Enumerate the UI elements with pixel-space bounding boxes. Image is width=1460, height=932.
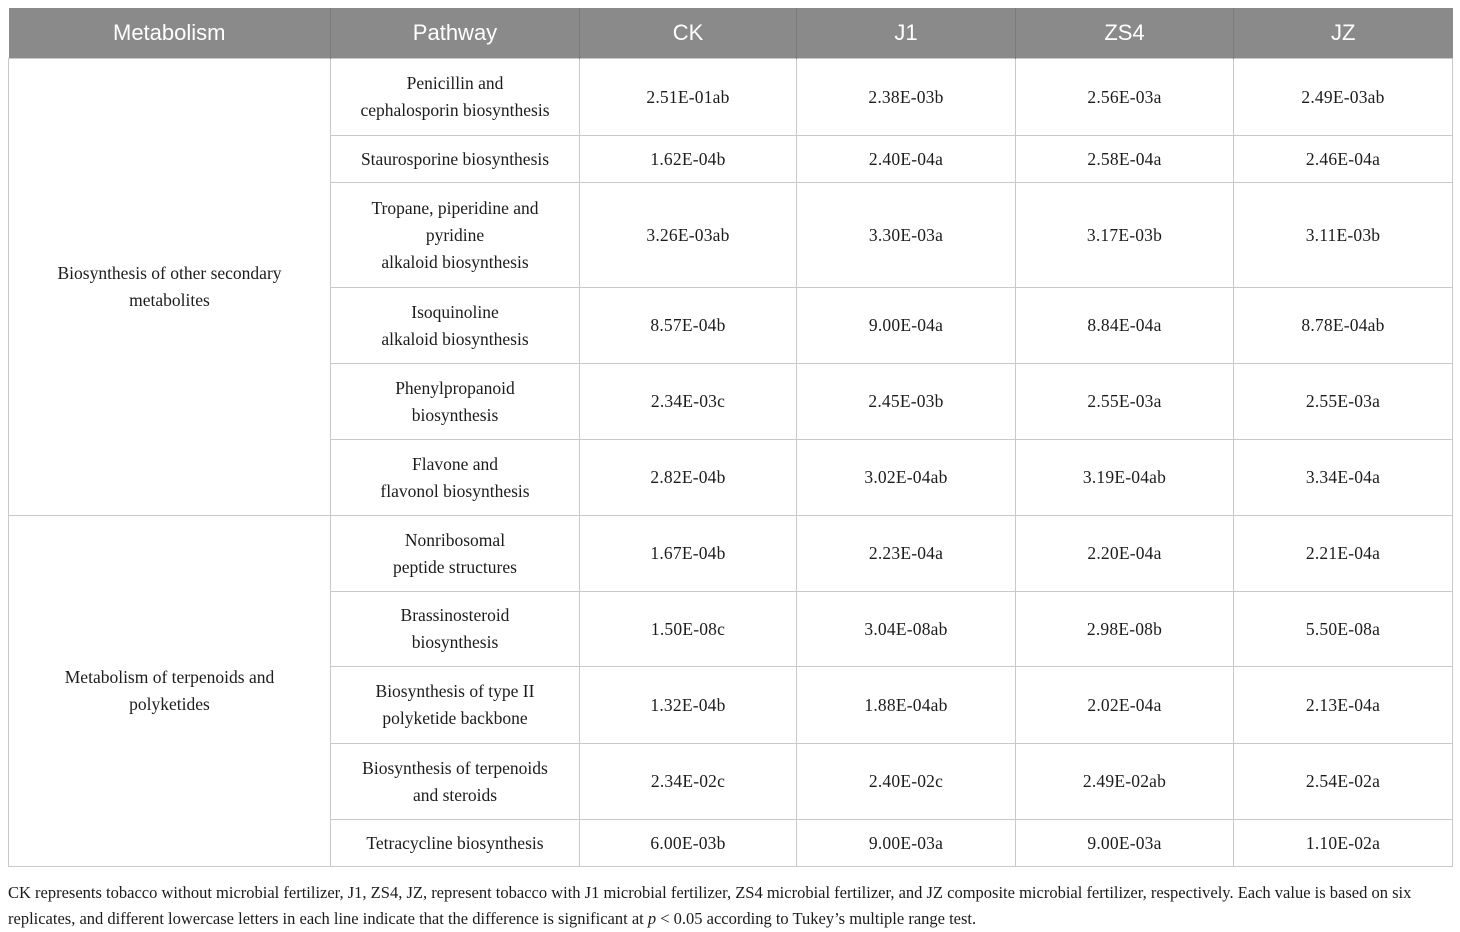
value-cell-j1: 2.40E-02c — [796, 743, 1016, 820]
value-cell-jz: 2.13E-04a — [1233, 666, 1453, 744]
value-cell-ck: 1.62E-04b — [579, 135, 797, 183]
value-cell-ck: 6.00E-03b — [579, 819, 797, 867]
table-row: Metabolism of terpenoids and polyketides… — [8, 515, 1453, 867]
value-cell-ck: 2.82E-04b — [579, 439, 797, 516]
table-row: Flavone and flavonol biosynthesis 2.82E-… — [9, 439, 1453, 516]
value-cell-zs4: 3.17E-03b — [1015, 182, 1234, 288]
value-cell-j1: 2.38E-03b — [796, 58, 1016, 136]
value-cell-ck: 1.32E-04b — [579, 666, 797, 744]
pathway-cell: Phenylpropanoid biosynthesis — [330, 363, 580, 440]
table-footnote: CK represents tobacco without microbial … — [8, 880, 1452, 932]
value-cell-j1: 9.00E-04a — [796, 287, 1016, 364]
value-cell-zs4: 2.56E-03a — [1015, 58, 1234, 136]
table-row: Isoquinoline alkaloid biosynthesis 8.57E… — [9, 287, 1453, 364]
table-row: Phenylpropanoid biosynthesis 2.34E-03c 2… — [9, 363, 1453, 440]
header-cell-j1: J1 — [796, 8, 1016, 59]
table-row: Tropane, piperidine and pyridine alkaloi… — [9, 182, 1453, 288]
pathway-cell: Biosynthesis of type II polyketide backb… — [330, 666, 580, 744]
value-cell-ck: 1.50E-08c — [579, 591, 797, 667]
header-cell-metabolism: Metabolism — [8, 8, 331, 59]
value-cell-j1: 1.88E-04ab — [796, 666, 1016, 744]
pathway-cell: Brassinosteroid biosynthesis — [330, 591, 580, 667]
value-cell-zs4: 2.20E-04a — [1015, 515, 1234, 592]
value-cell-j1: 2.40E-04a — [796, 135, 1016, 183]
value-cell-jz: 2.21E-04a — [1233, 515, 1453, 592]
metabolism-group-label: Metabolism of terpenoids and polyketides — [8, 515, 331, 867]
value-cell-zs4: 2.02E-04a — [1015, 666, 1234, 744]
header-row: Metabolism Pathway CK J1 ZS4 JZ — [8, 8, 1453, 59]
pathway-cell: Flavone and flavonol biosynthesis — [330, 439, 580, 516]
header-cell-ck: CK — [579, 8, 797, 59]
value-cell-ck: 2.34E-02c — [579, 743, 797, 820]
value-cell-j1: 2.23E-04a — [796, 515, 1016, 592]
metabolism-group-label: Biosynthesis of other secondary metaboli… — [8, 58, 331, 516]
header-cell-jz: JZ — [1233, 8, 1453, 59]
metabolism-pathway-table: Metabolism Pathway CK J1 ZS4 JZ Biosynth… — [8, 8, 1453, 867]
pathway-cell: Nonribosomal peptide structures — [330, 515, 580, 592]
pathway-cell: Penicillin and cephalosporin biosynthesi… — [330, 58, 580, 136]
pathway-cell: Tetracycline biosynthesis — [330, 819, 580, 867]
value-cell-zs4: 8.84E-04a — [1015, 287, 1234, 364]
value-cell-ck: 1.67E-04b — [579, 515, 797, 592]
value-cell-jz: 2.46E-04a — [1233, 135, 1453, 183]
value-cell-zs4: 3.19E-04ab — [1015, 439, 1234, 516]
footnote-text-part2: < 0.05 according to Tukey’s multiple ran… — [656, 909, 977, 928]
value-cell-ck: 8.57E-04b — [579, 287, 797, 364]
table-row: Biosynthesis of type II polyketide backb… — [9, 666, 1453, 744]
value-cell-jz: 3.34E-04a — [1233, 439, 1453, 516]
value-cell-ck: 2.34E-03c — [579, 363, 797, 440]
value-cell-jz: 5.50E-08a — [1233, 591, 1453, 667]
table-header: Metabolism Pathway CK J1 ZS4 JZ — [8, 8, 1453, 59]
value-cell-zs4: 2.55E-03a — [1015, 363, 1234, 440]
value-cell-zs4: 2.98E-08b — [1015, 591, 1234, 667]
table-row: Staurosporine biosynthesis 1.62E-04b 2.4… — [9, 135, 1453, 183]
value-cell-jz: 8.78E-04ab — [1233, 287, 1453, 364]
table-row: Brassinosteroid biosynthesis 1.50E-08c 3… — [9, 591, 1453, 667]
table-row: Biosynthesis of other secondary metaboli… — [8, 58, 1453, 516]
value-cell-j1: 3.02E-04ab — [796, 439, 1016, 516]
pathway-cell: Tropane, piperidine and pyridine alkaloi… — [330, 182, 580, 288]
value-cell-j1: 9.00E-03a — [796, 819, 1016, 867]
pathway-cell: Staurosporine biosynthesis — [330, 135, 580, 183]
value-cell-jz: 2.55E-03a — [1233, 363, 1453, 440]
value-cell-jz: 3.11E-03b — [1233, 182, 1453, 288]
table-row: Biosynthesis of terpenoids and steroids … — [9, 743, 1453, 820]
table-row: Tetracycline biosynthesis 6.00E-03b 9.00… — [9, 819, 1453, 867]
pathway-cell: Isoquinoline alkaloid biosynthesis — [330, 287, 580, 364]
value-cell-zs4: 9.00E-03a — [1015, 819, 1234, 867]
value-cell-jz: 2.54E-02a — [1233, 743, 1453, 820]
value-cell-zs4: 2.58E-04a — [1015, 135, 1234, 183]
value-cell-j1: 3.30E-03a — [796, 182, 1016, 288]
pathway-cell: Biosynthesis of terpenoids and steroids — [330, 743, 580, 820]
value-cell-jz: 1.10E-02a — [1233, 819, 1453, 867]
value-cell-j1: 3.04E-08ab — [796, 591, 1016, 667]
value-cell-zs4: 2.49E-02ab — [1015, 743, 1234, 820]
footnote-text-part1: CK represents tobacco without microbial … — [8, 883, 1412, 928]
footnote-p-italic: p — [647, 909, 657, 928]
value-cell-j1: 2.45E-03b — [796, 363, 1016, 440]
header-cell-pathway: Pathway — [330, 8, 580, 59]
value-cell-ck: 2.51E-01ab — [579, 58, 797, 136]
value-cell-jz: 2.49E-03ab — [1233, 58, 1453, 136]
header-cell-zs4: ZS4 — [1015, 8, 1234, 59]
value-cell-ck: 3.26E-03ab — [579, 182, 797, 288]
